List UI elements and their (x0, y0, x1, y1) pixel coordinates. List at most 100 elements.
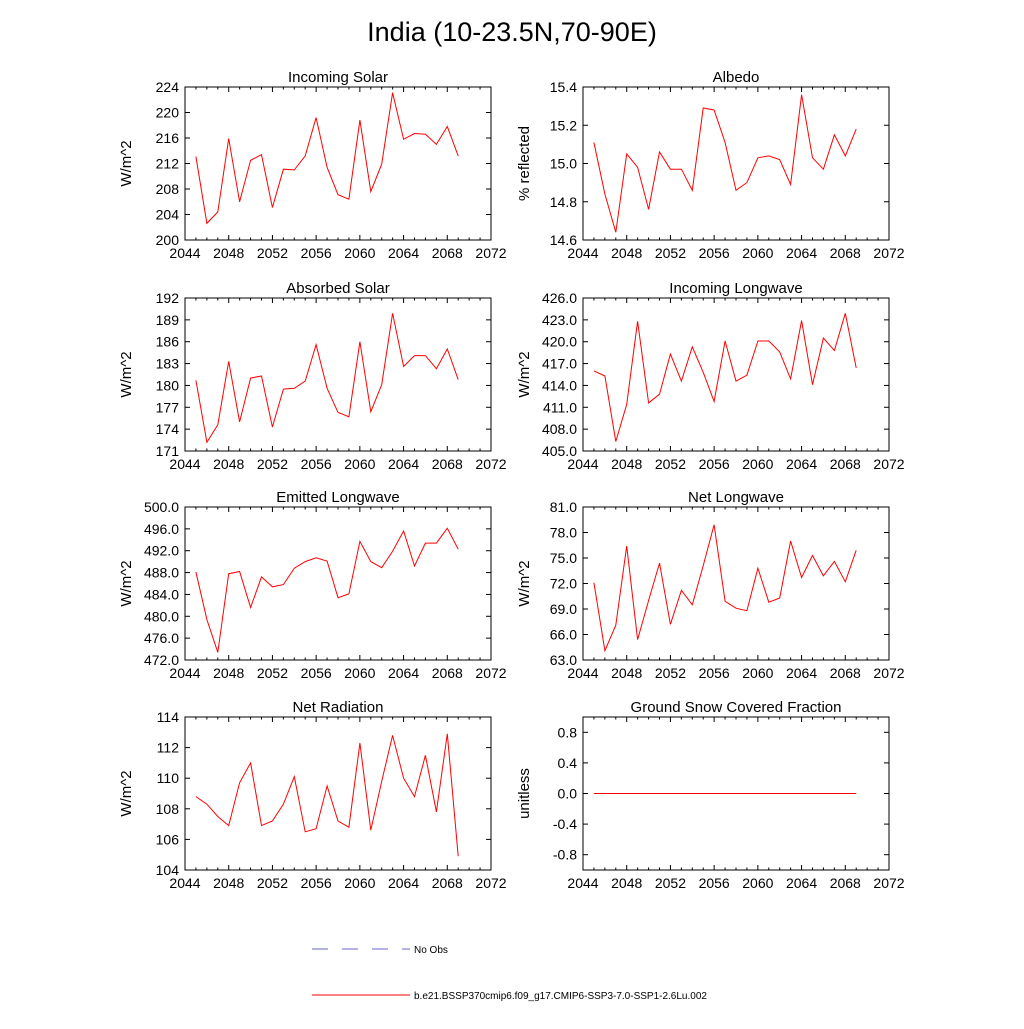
x-tick-label: 2060 (344, 875, 375, 891)
y-tick-label: 224 (156, 79, 180, 95)
x-tick-label: 2044 (169, 665, 200, 681)
y-tick-label: 408.0 (542, 421, 577, 437)
panel-incoming-solar: Incoming Solar 2044 2048 2052 2056 2060 2064 20… (118, 69, 507, 261)
y-tick-label: 411.0 (543, 399, 577, 415)
x-tick-label: 2048 (611, 875, 642, 891)
y-tick-label: 69.0 (550, 601, 577, 617)
x-tick-label: 2060 (344, 456, 375, 472)
y-tick-label: 15.2 (550, 117, 577, 133)
x-tick-label: 2052 (655, 245, 686, 261)
x-tick-label: 2060 (344, 665, 375, 681)
x-tick-label: 2048 (213, 245, 244, 261)
panel-title: Ground Snow Covered Fraction (631, 699, 842, 716)
x-tick-label: 2044 (567, 875, 598, 891)
y-tick-label: 104 (156, 862, 180, 878)
x-tick-label: 2072 (475, 245, 506, 261)
x-tick-label: 2072 (873, 875, 904, 891)
x-tick-label: 2068 (830, 665, 861, 681)
y-tick-label: 423.0 (542, 312, 577, 328)
x-tick-label: 2068 (432, 875, 463, 891)
y-axis-label: unitless (516, 768, 533, 819)
series-line (593, 524, 857, 653)
x-tick-label: 2056 (301, 456, 332, 472)
panel-title: Incoming Solar (288, 69, 388, 86)
x-tick-label: 2044 (567, 456, 598, 472)
panel-grid: Incoming Solar 2044 2048 2052 2056 2060 2064 20… (118, 69, 905, 891)
panel-title: Emitted Longwave (276, 489, 399, 506)
x-tick-label: 2064 (786, 245, 817, 261)
y-tick-label: 63.0 (550, 652, 577, 668)
y-tick-label: 180 (156, 377, 180, 393)
x-tick-label: 2056 (699, 665, 730, 681)
plot-frame (582, 86, 890, 241)
x-tick-label: 2056 (699, 456, 730, 472)
x-tick-label: 2048 (213, 875, 244, 891)
y-tick-label: 426.0 (542, 290, 577, 306)
y-tick-label: 110 (157, 770, 180, 786)
series-line (195, 527, 459, 653)
x-tick-label: 2044 (169, 245, 200, 261)
x-tick-label: 2060 (344, 245, 375, 261)
x-tick-label: 2052 (655, 665, 686, 681)
x-tick-label: 2060 (742, 456, 773, 472)
y-tick-label: 192 (156, 290, 180, 306)
y-tick-label: 500.0 (144, 499, 179, 515)
y-tick-label: 472.0 (144, 652, 179, 668)
y-tick-label: 189 (156, 312, 180, 328)
y-tick-label: 72.0 (550, 576, 577, 592)
series-line (195, 733, 459, 857)
y-tick-label: 75.0 (550, 550, 577, 566)
x-tick-label: 2048 (611, 456, 642, 472)
y-axis-label: % reflected (516, 126, 533, 201)
y-tick-label: 114 (157, 709, 180, 725)
y-tick-label: 216 (156, 130, 180, 146)
y-tick-label: 177 (156, 399, 180, 415)
figure-title: India (10-23.5N,70-90E) (367, 17, 657, 47)
x-tick-label: 2048 (611, 245, 642, 261)
panel-ground-snow-covered-fraction: Ground Snow Covered Fraction 2044 2048 2052… (516, 699, 905, 891)
x-tick-label: 2068 (830, 875, 861, 891)
panel-absorbed-solar: Absorbed Solar 2044 2048 2052 2056 2060 2064 20… (118, 280, 507, 472)
x-tick-label: 2072 (475, 665, 506, 681)
y-tick-label: 480.0 (144, 608, 179, 624)
panel-title: Net Longwave (688, 489, 784, 506)
x-tick-label: 2064 (786, 665, 817, 681)
x-tick-label: 2052 (257, 245, 288, 261)
y-tick-label: 0.0 (558, 786, 578, 802)
y-tick-label: 417.0 (542, 356, 577, 372)
x-tick-label: 2064 (388, 456, 419, 472)
x-tick-label: 2064 (388, 245, 419, 261)
series-line (593, 313, 857, 442)
x-tick-label: 2056 (699, 245, 730, 261)
x-tick-label: 2068 (830, 245, 861, 261)
y-tick-label: 112 (157, 740, 180, 756)
x-tick-label: 2056 (699, 875, 730, 891)
x-tick-label: 2064 (388, 665, 419, 681)
x-tick-label: 2064 (786, 456, 817, 472)
x-tick-label: 2068 (830, 456, 861, 472)
y-tick-label: 484.0 (144, 586, 179, 602)
x-tick-label: 2048 (611, 665, 642, 681)
legend-run-label: b.e21.BSSP370cmip6.f09_g17.CMIP6-SSP3-7.… (414, 991, 707, 1002)
x-tick-label: 2060 (742, 245, 773, 261)
y-tick-label: 208 (156, 181, 180, 197)
x-tick-label: 2064 (388, 875, 419, 891)
plot-frame (184, 506, 492, 661)
x-tick-label: 2052 (655, 456, 686, 472)
y-axis-label: W/m^2 (118, 770, 135, 816)
x-tick-label: 2052 (257, 665, 288, 681)
panel-title: Albedo (713, 69, 760, 86)
y-tick-label: 66.0 (550, 627, 577, 643)
y-tick-label: 186 (156, 334, 180, 350)
panel-net-longwave: Net Longwave 2044 2048 2052 2056 2060 2064 2068… (516, 489, 905, 681)
x-tick-label: 2052 (655, 875, 686, 891)
y-tick-label: -0.8 (553, 847, 577, 863)
y-tick-label: 488.0 (144, 565, 179, 581)
x-tick-label: 2060 (742, 875, 773, 891)
panel-title: Net Radiation (293, 699, 384, 716)
x-tick-label: 2068 (432, 245, 463, 261)
y-tick-label: 106 (156, 831, 180, 847)
plot-frame (184, 86, 492, 241)
panel-title: Incoming Longwave (669, 280, 802, 297)
